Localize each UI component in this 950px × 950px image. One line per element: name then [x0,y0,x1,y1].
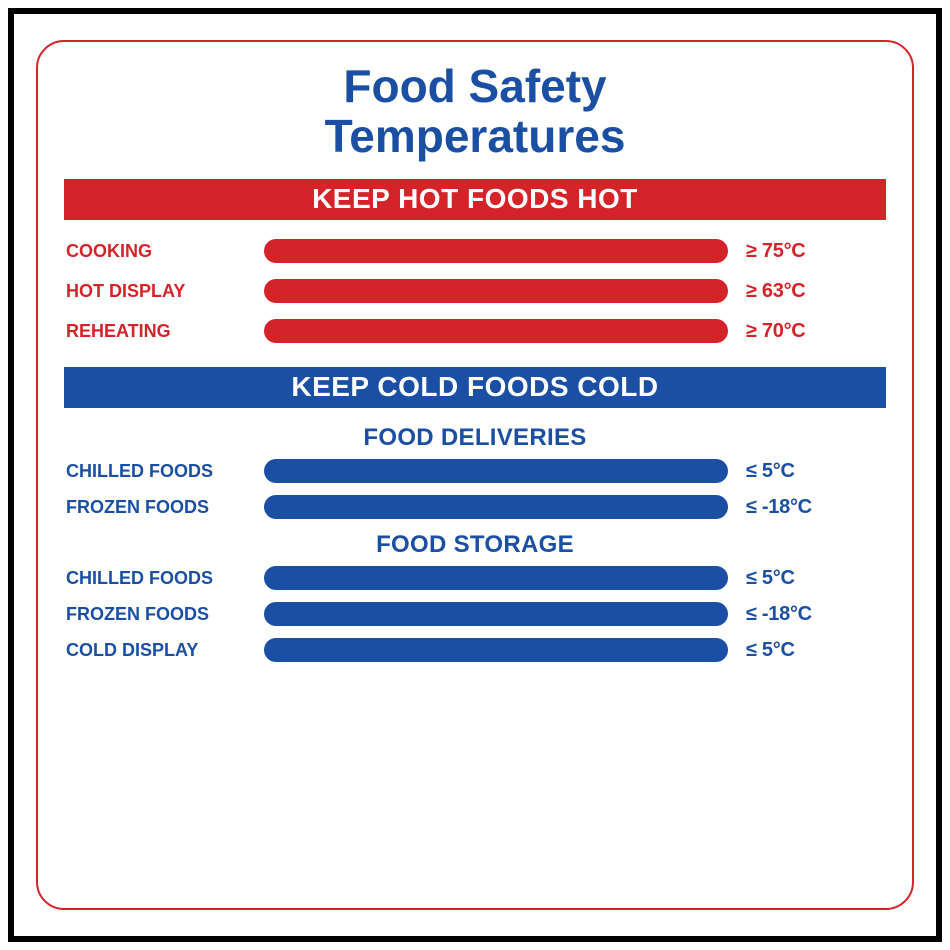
row-label: FROZEN FOODS [66,604,246,625]
row-label: HOT DISPLAY [66,281,246,302]
temperature-bar [264,459,728,483]
cold-row-storage-cold-display: COLD DISPLAY ≤ 5°C [66,638,876,662]
cold-row-storage-frozen: FROZEN FOODS ≤ -18°C [66,602,876,626]
temperature-bar [264,566,728,590]
hot-row-hot-display: HOT DISPLAY ≥ 63°C [66,279,876,303]
hot-banner-text: KEEP HOT FOODS HOT [312,183,638,214]
page-title: Food Safety Temperatures [64,62,886,161]
row-label: CHILLED FOODS [66,461,246,482]
cold-subheader-storage: FOOD STORAGE [64,531,886,559]
row-temp: ≤ 5°C [746,567,876,590]
hot-rows: COOKING ≥ 75°C HOT DISPLAY ≥ 63°C REHEAT… [64,232,886,359]
cold-rows: FOOD DELIVERIES CHILLED FOODS ≤ 5°C FROZ… [64,420,886,674]
outer-frame: Food Safety Temperatures KEEP HOT FOODS … [8,8,942,942]
cold-subheader-deliveries: FOOD DELIVERIES [64,424,886,452]
cold-group-storage: FOOD STORAGE CHILLED FOODS ≤ 5°C FROZEN … [64,531,886,662]
row-temp: ≥ 63°C [746,280,876,303]
temperature-bar [264,495,728,519]
row-temp: ≤ 5°C [746,460,876,483]
temperature-bar [264,279,728,303]
inner-frame: Food Safety Temperatures KEEP HOT FOODS … [36,40,914,910]
row-label: COOKING [66,241,246,262]
row-label: COLD DISPLAY [66,640,246,661]
row-temp: ≤ -18°C [746,603,876,626]
row-temp: ≥ 70°C [746,320,876,343]
row-temp: ≤ 5°C [746,639,876,662]
cold-row-deliveries-frozen: FROZEN FOODS ≤ -18°C [66,495,876,519]
hot-row-cooking: COOKING ≥ 75°C [66,239,876,263]
row-label: FROZEN FOODS [66,497,246,518]
cold-row-deliveries-chilled: CHILLED FOODS ≤ 5°C [66,459,876,483]
hot-section-banner: KEEP HOT FOODS HOT [64,179,886,220]
row-temp: ≥ 75°C [746,240,876,263]
row-temp: ≤ -18°C [746,496,876,519]
hot-row-reheating: REHEATING ≥ 70°C [66,319,876,343]
row-label: CHILLED FOODS [66,568,246,589]
cold-group-deliveries: FOOD DELIVERIES CHILLED FOODS ≤ 5°C FROZ… [64,424,886,519]
cold-section-banner: KEEP COLD FOODS COLD [64,367,886,408]
temperature-bar [264,239,728,263]
row-label: REHEATING [66,321,246,342]
cold-row-storage-chilled: CHILLED FOODS ≤ 5°C [66,566,876,590]
temperature-bar [264,602,728,626]
cold-banner-text: KEEP COLD FOODS COLD [291,371,658,402]
temperature-bar [264,319,728,343]
title-line-1: Food Safety [343,60,606,112]
temperature-bar [264,638,728,662]
title-line-2: Temperatures [325,110,626,162]
